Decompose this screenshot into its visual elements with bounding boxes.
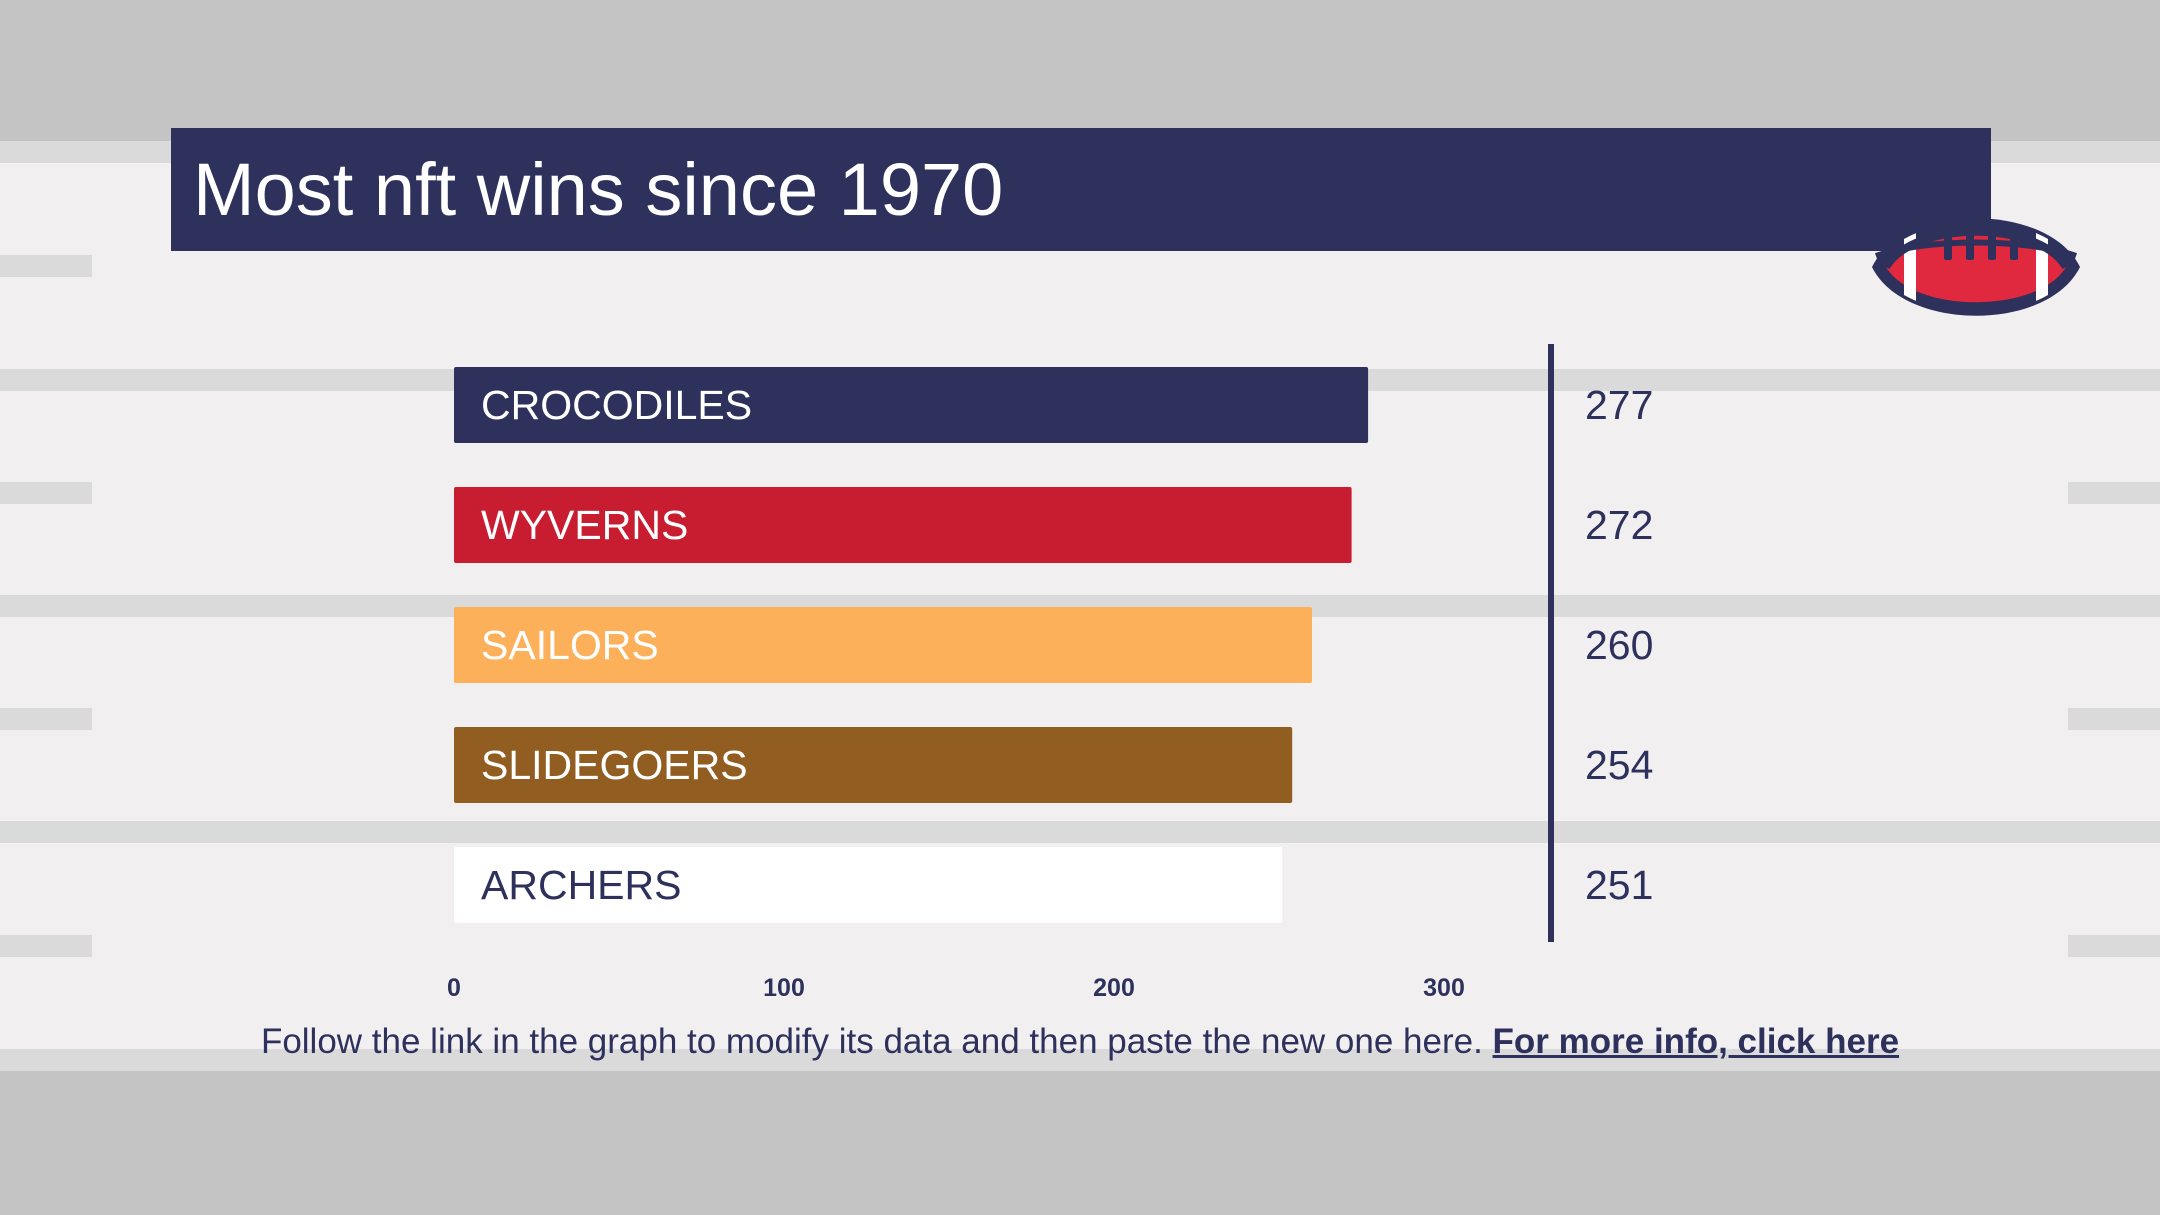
value-label-slidegoers: 254: [1585, 742, 1653, 788]
title-bar: Most nft wins since 1970: [171, 128, 1991, 251]
field-hash-mark: [0, 708, 92, 730]
x-tick-label: 200: [1093, 974, 1135, 1002]
field-hash-mark: [2068, 482, 2160, 504]
value-label-wyverns: 272: [1585, 502, 1653, 548]
field-hash-mark: [2068, 708, 2160, 730]
bar-label-archers: ARCHERS: [481, 862, 681, 908]
field-hash-mark: [0, 255, 92, 277]
bar-label-sailors: SAILORS: [481, 622, 659, 668]
value-label-crocodiles: 277: [1585, 382, 1653, 428]
value-label-sailors: 260: [1585, 622, 1653, 668]
x-tick-label: 100: [763, 974, 805, 1002]
bar-label-wyverns: WYVERNS: [481, 502, 688, 548]
field-hash-mark: [2068, 935, 2160, 957]
bar-label-crocodiles: CROCODILES: [481, 382, 752, 428]
value-divider-line: [1548, 344, 1554, 942]
bar-wyverns: [454, 487, 1352, 563]
more-info-link[interactable]: For more info, click here: [1492, 1022, 1900, 1061]
chart-title: Most nft wins since 1970: [193, 148, 1004, 231]
bar-label-slidegoers: SLIDEGOERS: [481, 742, 748, 788]
x-tick-label: 0: [447, 974, 461, 1002]
bar-slidegoers: [454, 727, 1293, 803]
x-tick-label: 300: [1423, 974, 1465, 1002]
field-stripe: [0, 821, 2160, 843]
footer-note: Follow the link in the graph to modify i…: [0, 1022, 2160, 1062]
bar-crocodiles: [454, 367, 1369, 443]
bar-archers: [454, 847, 1283, 923]
bar-sailors: [454, 607, 1312, 683]
field-hash-mark: [0, 482, 92, 504]
field-hash-mark: [0, 935, 92, 957]
footer-text: Follow the link in the graph to modify i…: [260, 1022, 1483, 1061]
field-stripe: [0, 1049, 2160, 1071]
value-label-archers: 251: [1585, 862, 1653, 908]
football-icon: [1872, 218, 2080, 316]
